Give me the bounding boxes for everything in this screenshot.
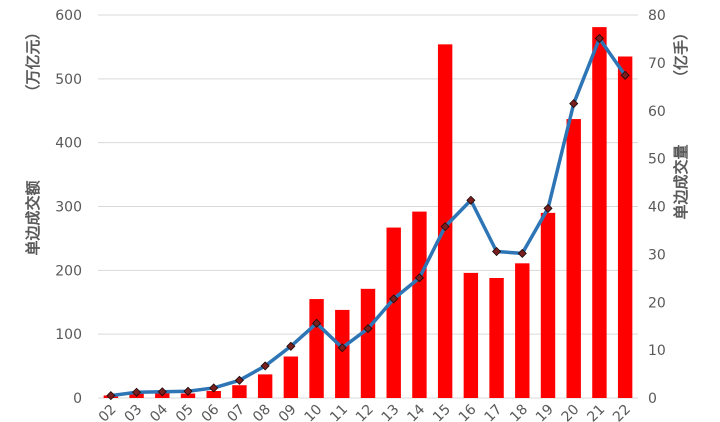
left-tick-label: 200 <box>55 263 82 279</box>
x-tick-label: 16 <box>456 401 480 422</box>
left-axis-ticks: 0 100 200 300 400 500 600 <box>55 8 82 407</box>
x-tick-label: 09 <box>276 402 300 422</box>
left-tick-label: 300 <box>55 200 82 216</box>
right-axis-title: 单边成交量 （亿手） <box>672 25 690 220</box>
line-point <box>183 386 193 396</box>
x-tick-label: 08 <box>250 402 274 422</box>
bar <box>463 272 479 398</box>
bar <box>386 227 401 398</box>
left-axis-unit: （万亿元） <box>24 24 42 99</box>
line-point <box>312 318 322 328</box>
bar <box>335 309 350 398</box>
line-point <box>157 387 167 397</box>
bar <box>566 119 581 398</box>
line-point <box>440 222 450 232</box>
line-point <box>286 341 296 351</box>
gridlines <box>98 14 638 399</box>
x-tick-label: 03 <box>121 402 145 422</box>
x-tick-label: 06 <box>199 401 223 422</box>
bar <box>309 299 324 398</box>
line-point <box>234 375 244 385</box>
left-tick-label: 100 <box>55 327 82 343</box>
bar <box>437 44 453 398</box>
x-tick-label: 21 <box>584 402 608 422</box>
x-tick-label: 14 <box>404 401 428 422</box>
x-axis-ticks: 02 03 04 05 06 07 08 09 10 11 12 13 14 15 16 17 18 19 20 21… <box>96 401 634 422</box>
right-axis-ticks: 0 10 20 30 40 50 60 70 80 <box>648 8 666 407</box>
right-tick-label: 60 <box>648 104 666 120</box>
right-tick-label: 40 <box>648 200 666 216</box>
right-tick-label: 80 <box>648 8 666 24</box>
bar <box>206 390 221 398</box>
left-axis-label: 单边成交额 <box>24 180 42 255</box>
bar <box>617 56 633 398</box>
bar <box>232 385 247 398</box>
line-series <box>106 33 630 401</box>
line-point <box>569 99 579 109</box>
line-point <box>492 246 502 257</box>
x-tick-label: 12 <box>353 402 377 422</box>
right-tick-label: 50 <box>648 152 666 168</box>
x-tick-label: 10 <box>301 402 325 422</box>
right-tick-label: 70 <box>648 56 666 72</box>
line-point <box>466 195 476 205</box>
line-point <box>132 387 142 397</box>
line-point <box>363 324 373 334</box>
left-tick-label: 500 <box>55 72 82 88</box>
x-tick-label: 15 <box>430 402 454 422</box>
bar <box>283 356 299 398</box>
bar <box>592 27 607 399</box>
left-axis-title: 单边成交额 （万亿元） <box>24 24 42 255</box>
right-tick-label: 10 <box>648 343 666 359</box>
line-point <box>594 33 604 44</box>
x-tick-label: 18 <box>507 402 531 422</box>
line-point <box>543 203 553 213</box>
x-tick-label: 22 <box>610 402 634 422</box>
bar <box>412 211 427 398</box>
bar <box>540 212 556 398</box>
left-tick-label: 600 <box>55 8 82 24</box>
x-tick-label: 02 <box>96 402 120 422</box>
bar <box>515 263 530 398</box>
line-point <box>620 70 630 80</box>
x-tick-label: 20 <box>559 402 583 422</box>
line-point <box>337 343 347 353</box>
line-point <box>389 294 399 304</box>
line-point <box>106 391 116 401</box>
bar <box>489 277 504 398</box>
x-tick-label: 04 <box>147 401 171 422</box>
bar <box>360 288 376 398</box>
right-axis-label: 单边成交量 <box>672 144 690 219</box>
x-tick-label: 07 <box>224 402 248 422</box>
bar <box>257 374 273 398</box>
right-tick-label: 20 <box>648 295 666 311</box>
left-tick-label: 400 <box>55 136 82 152</box>
x-tick-label: 11 <box>327 402 351 422</box>
left-tick-label: 0 <box>73 391 82 407</box>
line-point <box>414 273 424 283</box>
right-tick-label: 30 <box>648 247 666 263</box>
right-axis-unit: （亿手） <box>672 25 690 85</box>
bar-series <box>103 27 633 399</box>
line-point <box>209 383 219 393</box>
x-tick-label: 19 <box>533 402 557 422</box>
x-tick-label: 13 <box>379 402 403 422</box>
x-tick-label: 05 <box>173 402 197 422</box>
line-point <box>260 361 270 371</box>
right-tick-label: 0 <box>648 391 657 407</box>
x-tick-label: 17 <box>481 402 505 422</box>
line-point <box>517 248 527 258</box>
